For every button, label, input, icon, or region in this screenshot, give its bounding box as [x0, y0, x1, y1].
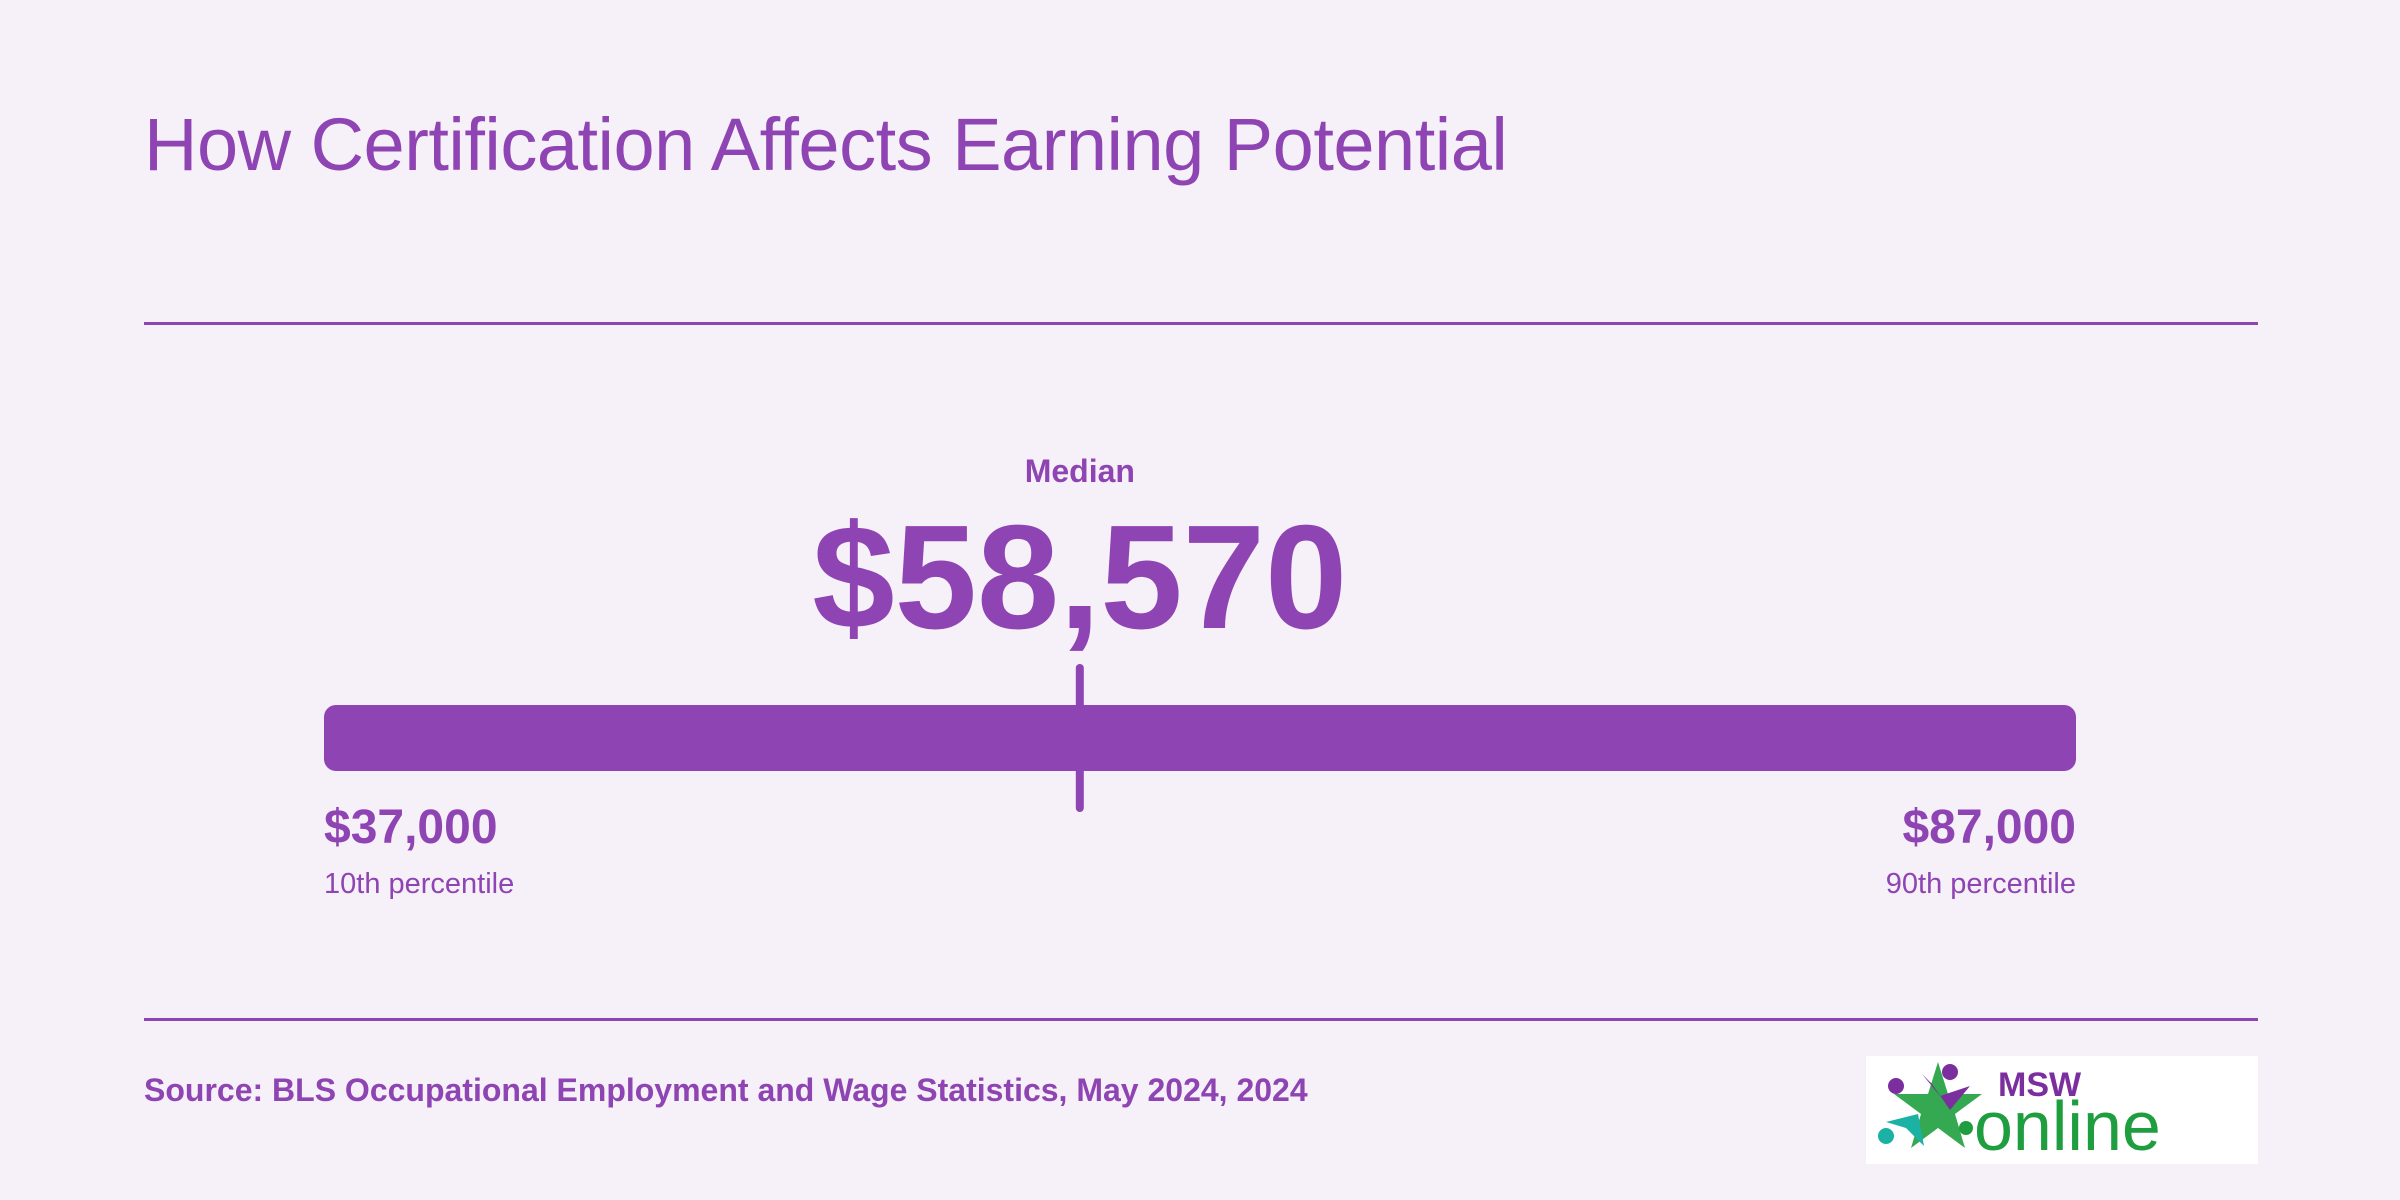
median-caption: Median — [1025, 453, 1135, 489]
logo-person-1-icon — [1888, 1078, 1904, 1094]
page-title: How Certification Affects Earning Potent… — [144, 103, 1508, 186]
top-divider — [144, 322, 2258, 325]
max-caption: 90th percentile — [1886, 868, 2076, 900]
logo-text-bottom: online — [1974, 1087, 2161, 1164]
max-value: $87,000 — [1902, 801, 2076, 854]
bottom-divider — [144, 1018, 2258, 1021]
min-caption: 10th percentile — [324, 868, 514, 900]
logo-text-top: MSW — [1998, 1066, 2082, 1104]
logo-star-teal-icon — [1886, 1114, 1924, 1146]
logo-person-3-icon — [1878, 1128, 1894, 1144]
range-bar — [324, 705, 2076, 771]
median-value: $58,570 — [812, 495, 1347, 660]
logo-star-purple-icon — [1922, 1074, 1970, 1110]
min-value: $37,000 — [324, 801, 498, 854]
logo-person-4-icon — [1959, 1121, 1973, 1135]
logo-star-icon — [1894, 1062, 1982, 1148]
logo-person-2-icon — [1942, 1064, 1958, 1080]
source-note: Source: BLS Occupational Employment and … — [144, 1072, 1308, 1108]
msw-online-logo: MSW online — [1866, 1056, 2258, 1164]
